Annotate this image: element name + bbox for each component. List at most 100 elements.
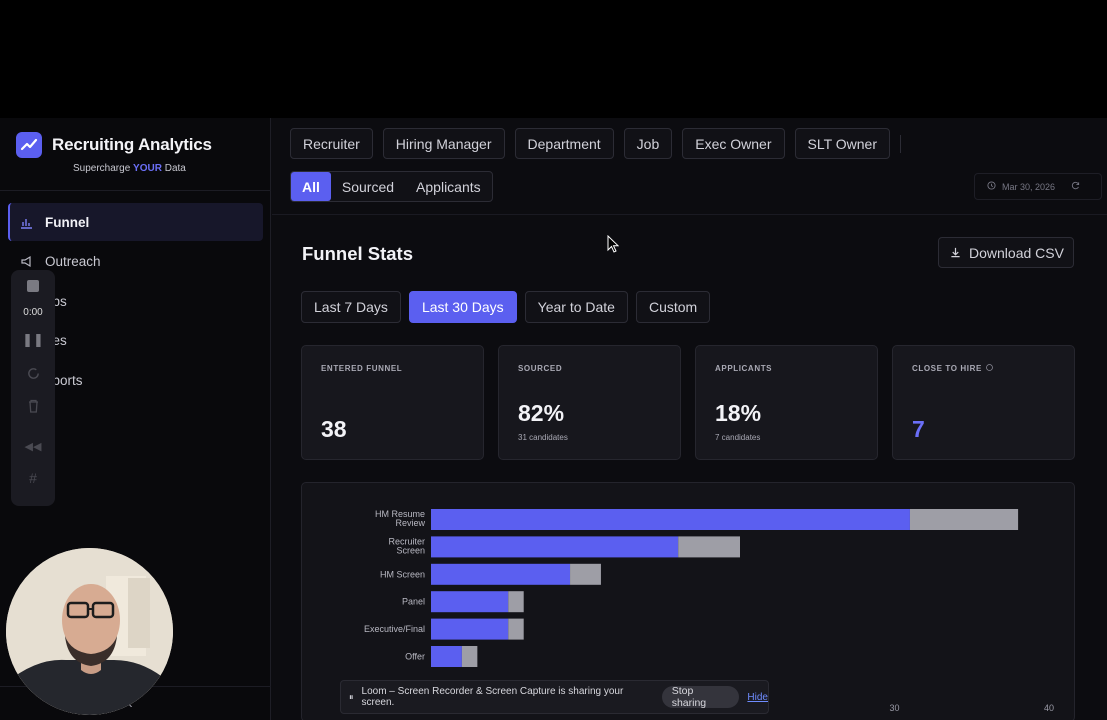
- brand-subtitle-highlight: YOUR: [133, 163, 162, 174]
- trash-icon: [28, 399, 38, 413]
- range-year-to-date[interactable]: Year to Date: [524, 291, 628, 323]
- stat-card-applicants: APPLICANTS 18% 7 candidates: [695, 345, 878, 460]
- brand-subtitle: Supercharge YOUR Data: [73, 163, 186, 174]
- bar-segment-primary: [431, 509, 910, 530]
- trend-chart-icon: [16, 132, 42, 158]
- filter-department-button[interactable]: Department: [514, 128, 614, 159]
- stat-label: ENTERED FUNNEL: [321, 364, 403, 373]
- range-custom[interactable]: Custom: [635, 291, 711, 323]
- sidebar-item-outreach[interactable]: Outreach: [8, 243, 263, 281]
- x-tick-label: 40: [1044, 703, 1054, 713]
- category-label: Panel: [402, 597, 425, 607]
- sidebar-divider: [0, 190, 271, 191]
- date-indicator[interactable]: Mar 30, 2026: [974, 173, 1102, 200]
- bar-segment-remaining: [570, 563, 601, 585]
- brand-title: Recruiting Analytics: [52, 135, 212, 154]
- category-label: HM Screen: [380, 569, 425, 579]
- bar-chart-icon: [20, 216, 33, 229]
- grid-button[interactable]: #: [23, 468, 43, 488]
- category-label: Offer: [405, 652, 425, 662]
- bar-segment-primary: [431, 536, 679, 558]
- stat-label: SOURCED: [518, 364, 563, 373]
- pause-button[interactable]: ❚❚: [22, 330, 44, 350]
- filter-hiring-manager-button[interactable]: Hiring Manager: [382, 128, 505, 159]
- bar-segment-remaining: [508, 618, 524, 640]
- download-csv-button[interactable]: Download CSV: [938, 237, 1074, 268]
- filter-divider: [900, 135, 902, 153]
- x-tick-label: 30: [889, 703, 899, 713]
- bar-segment-remaining: [508, 591, 524, 613]
- stat-card-close-to-hire: CLOSE TO HIRE 7: [892, 345, 1075, 460]
- download-csv-label: Download CSV: [969, 244, 1064, 261]
- stat-value: 38: [321, 416, 347, 442]
- bar-segment-primary: [431, 618, 509, 640]
- bar-segment-primary: [431, 646, 462, 667]
- filter-bar: Recruiter Hiring Manager Department Job …: [290, 128, 902, 159]
- stat-label: CLOSE TO HIRE: [912, 364, 982, 373]
- webcam-feed-image: [6, 548, 173, 715]
- rewind-icon: ◀◀: [24, 440, 42, 453]
- category-label: Recruiter Screen: [388, 536, 425, 555]
- bar-segment-remaining: [678, 536, 740, 558]
- filter-exec-owner-button[interactable]: Exec Owner: [682, 128, 785, 159]
- megaphone-icon: [20, 255, 33, 268]
- screen-sharing-bar: ⏸ Loom – Screen Recorder & Screen Captur…: [340, 680, 769, 714]
- date-range-tabs: Last 7 Days Last 30 Days Year to Date Cu…: [301, 291, 711, 323]
- pause-icon: ⏸: [349, 691, 354, 702]
- stat-card-sourced: SOURCED 82% 31 candidates: [498, 345, 681, 460]
- stop-square-icon: [27, 280, 39, 292]
- date-text: Mar 30, 2026: [1002, 181, 1056, 192]
- restart-button[interactable]: [23, 363, 43, 383]
- restart-icon: [27, 367, 39, 379]
- stat-value: 18%: [715, 400, 762, 426]
- brand[interactable]: Recruiting Analytics: [16, 132, 212, 158]
- bar-segment-remaining: [909, 509, 1019, 530]
- bar-segment-primary: [431, 563, 571, 585]
- brand-subtitle-post: Data: [161, 163, 186, 174]
- category-label: Executive/Final: [364, 624, 425, 634]
- grid-icon: #: [29, 470, 37, 486]
- funnel-chart-svg: HM Resume Review Recruiter Screen HM Screen P…: [364, 509, 1054, 713]
- range-last-30-days[interactable]: Last 30 Days: [408, 291, 517, 323]
- stat-card-entered-funnel: ENTERED FUNNEL 38: [301, 345, 484, 460]
- info-icon[interactable]: [986, 364, 993, 373]
- bar-segment-primary: [431, 591, 509, 613]
- recording-time: 0:00: [23, 307, 43, 318]
- filter-recruiter-button[interactable]: Recruiter: [290, 128, 373, 159]
- loom-recorder-controls: 0:00 ❚❚ ◀◀ #: [11, 270, 55, 506]
- source-segmented-control: All Sourced Applicants: [290, 171, 493, 202]
- delete-button[interactable]: [23, 396, 43, 416]
- range-last-7-days[interactable]: Last 7 Days: [301, 291, 401, 323]
- sidebar-item-label: Outreach: [45, 254, 101, 269]
- download-icon: [950, 245, 961, 261]
- app-window: Recruiting Analytics Supercharge YOUR Da…: [0, 118, 1107, 720]
- filter-slt-owner-button[interactable]: SLT Owner: [794, 128, 891, 159]
- sharing-message: Loom – Screen Recorder & Screen Capture …: [361, 686, 624, 708]
- rewind-button[interactable]: ◀◀: [23, 436, 43, 456]
- pause-icon: ❚❚: [22, 332, 44, 347]
- stat-value: 82%: [518, 400, 565, 426]
- refresh-icon[interactable]: [1071, 181, 1080, 192]
- header-divider: [272, 214, 1107, 215]
- sidebar-item-funnel[interactable]: Funnel: [8, 203, 263, 241]
- segment-sourced[interactable]: Sourced: [341, 178, 395, 195]
- webcam-bubble[interactable]: [6, 548, 173, 715]
- main-content: Recruiter Hiring Manager Department Job …: [272, 118, 1107, 720]
- filter-job-button[interactable]: Job: [623, 128, 673, 159]
- stat-cards: ENTERED FUNNEL 38 SOURCED 82% 31 candida…: [301, 345, 1075, 460]
- stat-label-row: CLOSE TO HIRE: [912, 364, 993, 373]
- hide-sharing-bar-link[interactable]: Hide: [747, 691, 768, 703]
- mouse-cursor-icon: [607, 234, 620, 258]
- segment-applicants[interactable]: Applicants: [416, 178, 481, 195]
- stop-sharing-button[interactable]: Stop sharing: [661, 685, 740, 709]
- bar-segment-remaining: [461, 646, 478, 667]
- brand-subtitle-pre: Supercharge: [73, 163, 134, 174]
- stat-label: APPLICANTS: [715, 364, 773, 373]
- category-label: HM Resume Review: [375, 509, 426, 528]
- sidebar-item-label: Funnel: [45, 214, 90, 230]
- segment-all[interactable]: All: [291, 172, 331, 201]
- stop-recording-button[interactable]: [23, 276, 43, 296]
- page-title: Funnel Stats: [302, 243, 414, 264]
- stat-subtext: 31 candidates: [518, 433, 568, 442]
- stat-value: 7: [912, 416, 925, 442]
